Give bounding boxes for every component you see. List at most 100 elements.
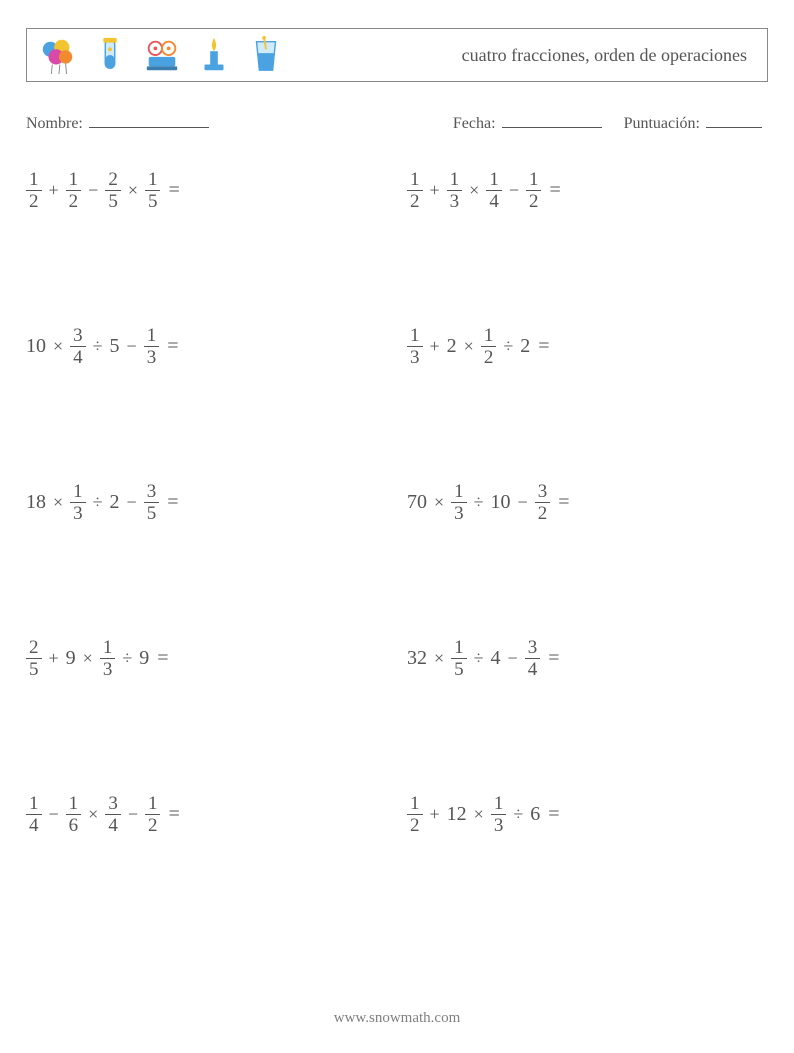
whole-number: 10 (26, 335, 46, 358)
fraction: 16 (66, 794, 82, 835)
denominator: 3 (70, 503, 86, 523)
numerator: 2 (26, 638, 42, 658)
numerator: 1 (526, 170, 542, 190)
fraction: 13 (144, 326, 160, 367)
fraction: 15 (145, 170, 161, 211)
denominator: 2 (535, 503, 551, 523)
equals: = (155, 647, 168, 670)
equals: = (165, 335, 178, 358)
problem-7: 25+9×13÷9= (26, 633, 387, 683)
operator-times: × (87, 804, 99, 825)
whole-number: 18 (26, 491, 46, 514)
expression: 12+12−25×15= (26, 170, 180, 211)
operator-plus: + (429, 804, 441, 825)
problems-grid: 12+12−25×15=12+13×14−12=10×34÷5−13=13+2×… (26, 157, 768, 839)
numerator: 2 (105, 170, 121, 190)
test-tube-icon (91, 35, 129, 75)
numerator: 1 (451, 482, 467, 502)
operator-div: ÷ (121, 648, 133, 669)
worksheet-header: cuatro fracciones, orden de operaciones (26, 28, 768, 82)
expression: 10×34÷5−13= (26, 326, 178, 367)
denominator: 2 (407, 191, 423, 211)
numerator: 1 (481, 326, 497, 346)
operator-minus: − (127, 804, 139, 825)
operator-minus: − (87, 180, 99, 201)
problem-3: 10×34÷5−13= (26, 321, 387, 371)
score-blank[interactable] (706, 112, 762, 128)
numerator: 3 (70, 326, 86, 346)
expression: 18×13÷2−35= (26, 482, 178, 523)
numerator: 1 (451, 638, 467, 658)
operator-times: × (127, 180, 139, 201)
burner-icon (195, 35, 233, 75)
operator-minus: − (126, 492, 138, 513)
numerator: 3 (525, 638, 541, 658)
whole-number: 2 (110, 491, 120, 514)
operator-div: ÷ (502, 336, 514, 357)
fraction: 32 (535, 482, 551, 523)
numerator: 1 (407, 794, 423, 814)
expression: 70×13÷10−32= (407, 482, 569, 523)
denominator: 5 (451, 659, 467, 679)
fraction: 12 (481, 326, 497, 367)
fraction: 34 (105, 794, 121, 835)
problem-2: 12+13×14−12= (407, 165, 768, 215)
name-blank[interactable] (89, 112, 209, 128)
numerator: 1 (66, 794, 82, 814)
fraction: 35 (144, 482, 160, 523)
numerator: 1 (26, 170, 42, 190)
expression: 13+2×12÷2= (407, 326, 549, 367)
denominator: 3 (451, 503, 467, 523)
problem-8: 32×15÷4−34= (407, 633, 768, 683)
numerator: 1 (486, 170, 502, 190)
fraction: 12 (526, 170, 542, 211)
operator-times: × (468, 180, 480, 201)
denominator: 5 (26, 659, 42, 679)
operator-times: × (433, 492, 445, 513)
problem-6: 70×13÷10−32= (407, 477, 768, 527)
denominator: 4 (105, 815, 121, 835)
worksheet-title: cuatro fracciones, orden de operaciones (285, 45, 755, 66)
fraction: 12 (145, 794, 161, 835)
expression: 32×15÷4−34= (407, 638, 559, 679)
whole-number: 2 (520, 335, 530, 358)
problem-10: 12+12×13÷6= (407, 789, 768, 839)
denominator: 2 (526, 191, 542, 211)
fraction: 12 (26, 170, 42, 211)
fraction: 15 (451, 638, 467, 679)
equals: = (536, 335, 549, 358)
denominator: 6 (66, 815, 82, 835)
operator-minus: − (48, 804, 60, 825)
equals: = (165, 491, 178, 514)
operator-times: × (52, 492, 64, 513)
fraction: 14 (26, 794, 42, 835)
fraction: 12 (407, 170, 423, 211)
denominator: 2 (66, 191, 82, 211)
numerator: 1 (70, 482, 86, 502)
denominator: 3 (447, 191, 463, 211)
problem-4: 13+2×12÷2= (407, 321, 768, 371)
operator-times: × (82, 648, 94, 669)
numerator: 3 (144, 482, 160, 502)
fraction: 25 (105, 170, 121, 211)
whole-number: 12 (447, 803, 467, 826)
numerator: 1 (447, 170, 463, 190)
score-label: Puntuación: (624, 115, 700, 132)
problem-5: 18×13÷2−35= (26, 477, 387, 527)
denominator: 3 (144, 347, 160, 367)
fraction: 14 (486, 170, 502, 211)
fraction: 13 (100, 638, 116, 679)
header-icons (39, 35, 285, 75)
expression: 14−16×34−12= (26, 794, 180, 835)
operator-times: × (473, 804, 485, 825)
denominator: 3 (407, 347, 423, 367)
whole-number: 4 (491, 647, 501, 670)
fraction: 13 (70, 482, 86, 523)
beaker-icon (247, 35, 285, 75)
whole-number: 32 (407, 647, 427, 670)
numerator: 1 (407, 326, 423, 346)
denominator: 2 (481, 347, 497, 367)
date-label: Fecha: (453, 115, 496, 132)
date-blank[interactable] (502, 112, 602, 128)
denominator: 4 (486, 191, 502, 211)
